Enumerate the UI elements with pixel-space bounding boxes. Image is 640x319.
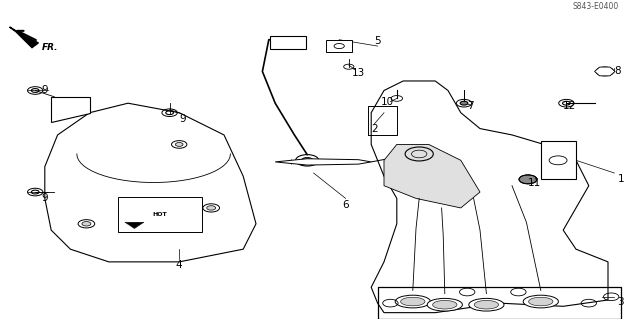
- Text: 13: 13: [352, 68, 365, 78]
- Text: 5: 5: [374, 36, 381, 46]
- FancyBboxPatch shape: [118, 197, 202, 232]
- Text: 10: 10: [381, 97, 394, 107]
- Text: S843-E0400: S843-E0400: [572, 2, 618, 11]
- Polygon shape: [51, 97, 90, 122]
- Text: 1: 1: [618, 174, 624, 184]
- Polygon shape: [326, 40, 352, 52]
- Polygon shape: [125, 222, 144, 228]
- Ellipse shape: [529, 297, 553, 306]
- Circle shape: [207, 206, 216, 210]
- Text: FR.: FR.: [42, 43, 58, 52]
- Text: 7: 7: [467, 101, 474, 111]
- Circle shape: [82, 222, 91, 226]
- Ellipse shape: [396, 295, 431, 308]
- Polygon shape: [371, 81, 608, 313]
- Text: 9: 9: [42, 85, 48, 95]
- Polygon shape: [45, 103, 256, 262]
- Polygon shape: [384, 145, 480, 208]
- Text: 6: 6: [342, 200, 349, 210]
- Text: 9: 9: [179, 114, 186, 124]
- Ellipse shape: [433, 300, 457, 309]
- Polygon shape: [275, 159, 371, 165]
- Ellipse shape: [523, 295, 558, 308]
- Ellipse shape: [468, 298, 504, 311]
- Ellipse shape: [401, 297, 425, 306]
- Ellipse shape: [428, 298, 462, 311]
- Circle shape: [519, 175, 537, 184]
- Text: 3: 3: [618, 297, 624, 307]
- Circle shape: [175, 143, 183, 146]
- Text: 2: 2: [371, 123, 378, 134]
- Polygon shape: [10, 27, 38, 48]
- Circle shape: [460, 101, 468, 105]
- Text: HOT: HOT: [153, 212, 167, 217]
- FancyBboxPatch shape: [270, 36, 306, 48]
- Ellipse shape: [474, 300, 499, 309]
- Text: 12: 12: [563, 101, 576, 111]
- Circle shape: [301, 158, 313, 163]
- Polygon shape: [541, 141, 576, 179]
- Polygon shape: [595, 67, 615, 76]
- Text: 4: 4: [176, 260, 182, 270]
- Text: 8: 8: [614, 66, 621, 77]
- Text: 9: 9: [42, 193, 48, 204]
- Text: 11: 11: [528, 178, 541, 188]
